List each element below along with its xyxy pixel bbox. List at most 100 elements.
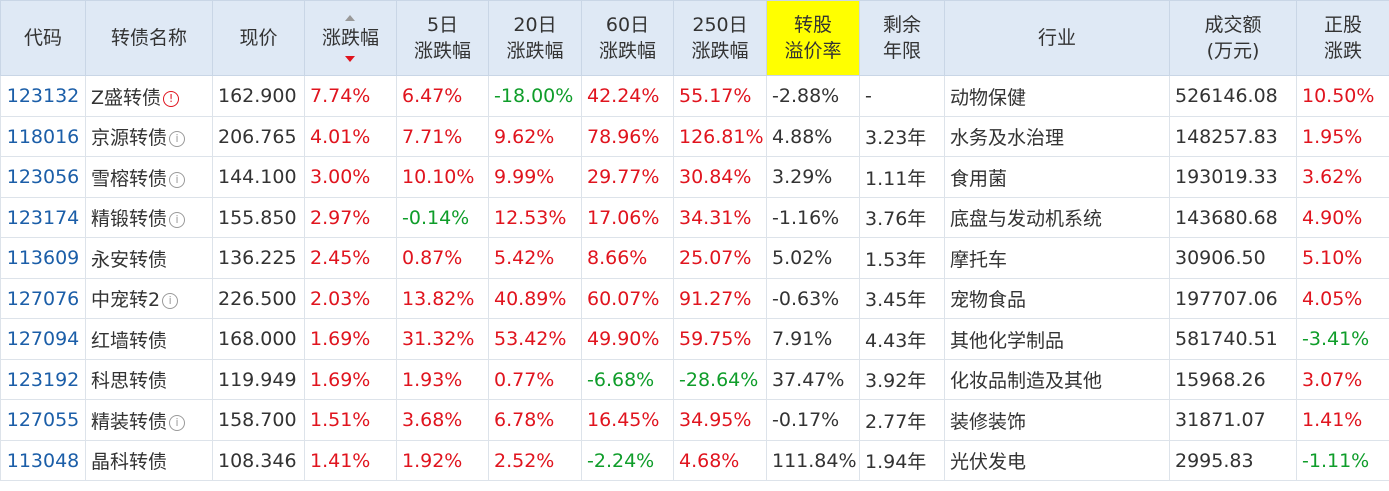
header-name[interactable]: 转债名称 [85, 0, 213, 76]
cell-name-text: 红墙转债 [91, 329, 168, 352]
header-5d-change[interactable]: 5日 涨跌幅 [396, 0, 489, 76]
cell-code[interactable]: 113048 [0, 440, 86, 481]
header-label: 60日 [605, 14, 650, 36]
table-row[interactable]: 123174 精锻转债 i 155.850 2.97% -0.14% 12.53% 17.06… [0, 197, 1389, 238]
cell-250d-change: 4.68% [673, 440, 767, 481]
cell-volume-text: 2995.83 [1175, 449, 1254, 472]
cell-conversion-premium: 7.91% [766, 318, 860, 360]
cell-name[interactable]: 京源转债 i [85, 116, 213, 157]
cell-5d-change: -0.14% [396, 197, 489, 238]
cell-name[interactable]: 晶科转债 [85, 440, 213, 481]
cell-code[interactable]: 118016 [0, 116, 86, 157]
header-change[interactable]: 涨跌幅 [304, 0, 397, 76]
cell-stock-change-text: 5.10% [1302, 247, 1363, 269]
table-row[interactable]: 113609 永安转债 136.225 2.45% 0.87% 5.42% 8.66% 25.… [0, 237, 1389, 279]
info-circle-icon[interactable]: i [169, 212, 186, 228]
sort-asc-icon[interactable] [344, 15, 355, 21]
sort-desc-icon[interactable] [344, 56, 355, 62]
cell-industry-text: 食用菌 [950, 167, 1008, 190]
header-code[interactable]: 代码 [0, 0, 86, 76]
cell-price-text: 119.949 [218, 368, 297, 391]
cell-name[interactable]: Z盛转债! [85, 75, 213, 117]
cell-code[interactable]: 127094 [0, 318, 86, 360]
cell-stock-change-text: 4.90% [1302, 206, 1363, 229]
cell-name[interactable]: 中宠转2 i [85, 278, 213, 319]
table-row[interactable]: 113048 晶科转债 108.346 1.41% 1.92% 2.52% -2.24% 4.… [0, 440, 1389, 481]
header-remaining-years[interactable]: 剩余 年限 [859, 0, 945, 76]
cell-industry-text: 宠物食品 [950, 289, 1027, 311]
header-label: 转股 [793, 14, 832, 36]
cell-250d-change-text: 126.81% [679, 125, 764, 148]
cell-remaining-years: 3.76年 [859, 197, 945, 238]
warning-circle-icon[interactable]: ! [163, 90, 180, 107]
header-label: 现价 [239, 27, 278, 49]
cell-industry: 光伏发电 [944, 440, 1170, 481]
cell-code[interactable]: 123174 [0, 197, 86, 238]
cell-volume: 526146.08 [1169, 75, 1297, 117]
cell-stock-change: 4.05% [1296, 278, 1389, 319]
cell-20d-change-text: 6.78% [494, 409, 555, 431]
cell-remaining-years: 1.53年 [859, 237, 945, 279]
cell-change-text: 4.01% [310, 125, 371, 148]
cell-code[interactable]: 123192 [0, 359, 86, 400]
table-row[interactable]: 118016 京源转债 i 206.765 4.01% 7.71% 9.62% 78.96% 1… [0, 116, 1389, 157]
header-label: 250日 [692, 14, 748, 36]
header-label: 正股 [1323, 14, 1362, 36]
table-row[interactable]: 127094 红墙转债 168.000 1.69% 31.32% 53.42% 49.90%… [0, 318, 1389, 360]
header-industry[interactable]: 行业 [944, 0, 1170, 76]
cell-250d-change-text: 30.84% [679, 166, 752, 188]
cell-code[interactable]: 123132 [0, 75, 86, 117]
cell-volume: 197707.06 [1169, 278, 1297, 319]
cell-5d-change-text: 10.10% [402, 166, 475, 188]
cell-name[interactable]: 精锻转债 i [85, 197, 213, 238]
header-20d-change[interactable]: 20日 涨跌幅 [488, 0, 582, 76]
cell-name-text: 晶科转债 [91, 451, 168, 473]
cell-volume: 581740.51 [1169, 318, 1297, 360]
cell-name[interactable]: 科思转债 [85, 359, 213, 400]
info-circle-icon[interactable]: i [162, 293, 179, 309]
cell-20d-change: 6.78% [488, 399, 582, 441]
cell-conversion-premium-text: -0.17% [772, 409, 840, 431]
info-circle-icon[interactable]: i [169, 131, 186, 147]
cell-20d-change-text: 9.62% [494, 125, 555, 148]
header-label: 涨跌幅 [598, 40, 656, 62]
cell-name[interactable]: 精装转债 i [85, 399, 213, 441]
table-row[interactable]: 123192 科思转债 119.949 1.69% 1.93% 0.77% -6.68% -2… [0, 359, 1389, 400]
table-row[interactable]: 123132 Z盛转债! 162.900 7.74% 6.47% -18.00% 42.24… [0, 75, 1389, 117]
table-row[interactable]: 127076 中宠转2 i 226.500 2.03% 13.82% 40.89% 60.07… [0, 278, 1389, 319]
cell-change-text: 2.97% [310, 206, 371, 229]
header-60d-change[interactable]: 60日涨跌幅 [581, 0, 674, 76]
cell-code[interactable]: 127076 [0, 278, 86, 319]
cell-remaining-years-text: 3.45年 [865, 289, 927, 311]
cell-remaining-years-text: 1.11年 [865, 167, 927, 190]
cell-name-text: 精锻转债 [91, 208, 168, 230]
cell-60d-change: 78.96% [581, 116, 674, 157]
header-label: 涨跌幅 [413, 40, 471, 62]
header-label: 20日 [513, 14, 557, 36]
header-250d-change[interactable]: 250日 涨跌幅 [673, 0, 767, 76]
cell-price: 136.225 [212, 237, 305, 279]
header-conversion-premium[interactable]: 转股 溢价率 [766, 0, 860, 76]
cell-price-text: 155.850 [218, 206, 297, 229]
info-circle-icon[interactable]: i [169, 171, 186, 188]
cell-code[interactable]: 127055 [0, 399, 86, 441]
cell-price-text: 168.000 [218, 328, 297, 350]
cell-name[interactable]: 永安转债 [85, 237, 213, 279]
cell-stock-change-text: 1.95% [1302, 125, 1363, 148]
cell-20d-change-text: -18.00% [494, 85, 574, 107]
header-price[interactable]: 现价 [212, 0, 305, 76]
cell-conversion-premium-text: 4.88% [772, 125, 833, 148]
cell-name[interactable]: 红墙转债 [85, 318, 213, 360]
cell-code[interactable]: 113609 [0, 237, 86, 279]
cell-5d-change-text: 1.93% [402, 368, 463, 391]
cell-change: 2.97% [304, 197, 397, 238]
header-volume[interactable]: 成交额 (万元) [1169, 0, 1297, 76]
table-row[interactable]: 127055 精装转债 i 158.700 1.51% 3.68% 6.78% 16.45% 3… [0, 399, 1389, 441]
cell-name[interactable]: 雪榕转债 i [85, 156, 213, 198]
header-stock-change[interactable]: 正股 涨跌 [1296, 0, 1389, 76]
info-circle-icon[interactable]: i [169, 414, 186, 431]
cell-20d-change-text: 2.52% [494, 449, 555, 472]
table-row[interactable]: 123056 雪榕转债 i 144.100 3.00% 10.10% 9.99% 29.77%… [0, 156, 1389, 198]
cell-change-text: 1.69% [310, 368, 371, 391]
cell-code[interactable]: 123056 [0, 156, 86, 198]
